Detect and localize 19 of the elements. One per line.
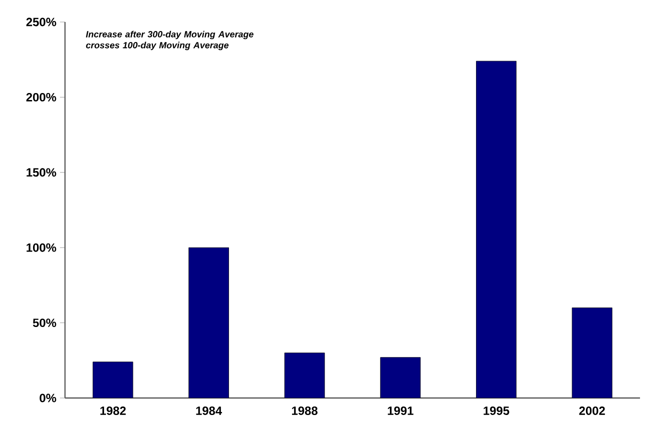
bar (380, 357, 421, 398)
bar (188, 247, 229, 398)
y-tick-label: 200% (26, 92, 56, 102)
x-tick-label: 1988 (292, 406, 318, 415)
bar (92, 362, 134, 398)
x-tick-label: 2002 (579, 406, 605, 415)
x-tick-label: 1991 (388, 406, 414, 415)
x-tick-label: 1984 (196, 406, 222, 415)
bar (572, 308, 612, 398)
text: Increase after 300-day Moving Average crosses 100-day Moving Average (86, 30, 254, 50)
x-tick-label: 1982 (100, 406, 126, 415)
y-tick-label: 250% (26, 18, 56, 26)
x-tick-label: 1995 (484, 406, 510, 415)
bar (284, 352, 325, 398)
bar (476, 60, 516, 398)
y-tick-label: 50% (32, 318, 56, 328)
y-tick-label: 100% (26, 243, 56, 252)
y-tick-label: 150% (26, 168, 56, 177)
y-tick-label: 0% (40, 394, 56, 402)
